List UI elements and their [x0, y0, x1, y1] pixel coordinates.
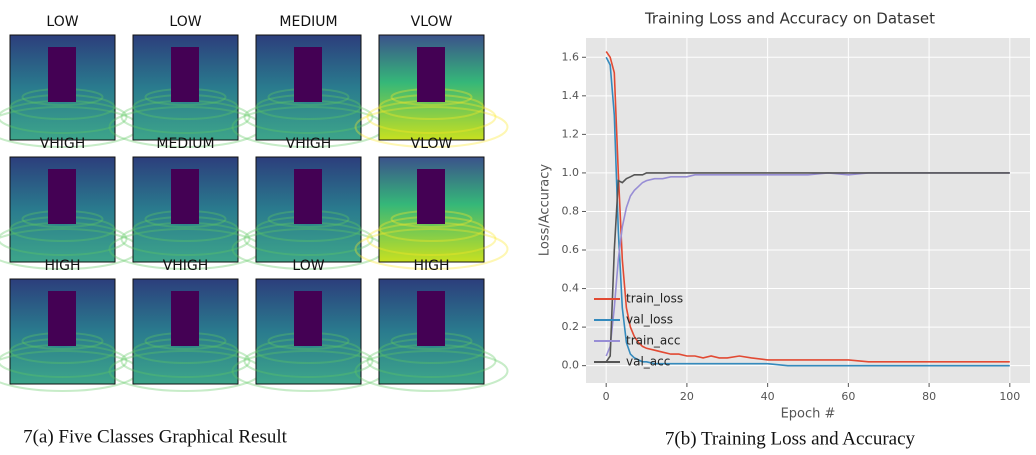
tile-ring [354, 228, 509, 270]
tile-kaaba [417, 169, 445, 224]
legend-label: val_loss [626, 313, 673, 327]
tile-label: VHIGH [40, 136, 86, 152]
tile-ring [354, 106, 509, 148]
series-line [605, 56, 1010, 367]
tile-label: VLOW [411, 14, 453, 30]
tile-label: MEDIUM [279, 14, 337, 30]
y-tick-label: 1.4 [562, 89, 580, 102]
tile-kaaba [417, 291, 445, 346]
caption-a: 7(a) Five Classes Graphical Result [23, 426, 288, 447]
x-tick-label: 40 [761, 390, 775, 403]
image-tile [0, 156, 140, 270]
tile-kaaba [171, 169, 199, 224]
tile-label: HIGH [413, 258, 449, 274]
series-line [605, 172, 1010, 363]
x-tick-label: 60 [841, 390, 855, 403]
chart-title: Training Loss and Accuracy on Dataset [644, 10, 935, 28]
legend-label: val_acc [626, 355, 670, 369]
caption-b: 7(b) Training Loss and Accuracy [665, 428, 916, 449]
tile-kaaba [48, 169, 76, 224]
tile-kaaba [294, 169, 322, 224]
image-tile [231, 34, 386, 148]
y-axis-label: Loss/Accuracy [538, 164, 553, 257]
image-tile [0, 278, 140, 392]
image-tile [231, 278, 386, 392]
tile-kaaba [294, 291, 322, 346]
y-tick-label: 1.0 [562, 166, 580, 179]
tile-label: VHIGH [286, 136, 332, 152]
tile-kaaba [171, 291, 199, 346]
y-tick-label: 1.6 [562, 50, 580, 63]
x-tick-label: 80 [922, 390, 936, 403]
image-tile [354, 34, 509, 148]
tile-ring [354, 350, 509, 392]
y-tick-label: 0.2 [562, 320, 580, 333]
image-tile [354, 278, 509, 392]
image-tile [0, 34, 140, 148]
tile-label: MEDIUM [156, 136, 214, 152]
tile-label: VLOW [411, 136, 453, 152]
image-tile [108, 278, 263, 392]
y-tick-label: 0.6 [562, 243, 580, 256]
y-tick-label: 1.2 [562, 127, 580, 140]
image-tile [108, 156, 263, 270]
tile-kaaba [48, 47, 76, 102]
tile-label: VHIGH [163, 258, 209, 274]
y-tick-label: 0.0 [562, 359, 580, 372]
legend-label: train_acc [626, 334, 680, 348]
x-tick-label: 0 [603, 390, 610, 403]
tile-kaaba [417, 47, 445, 102]
tile-kaaba [294, 47, 322, 102]
tile-kaaba [48, 291, 76, 346]
x-tick-label: 100 [999, 390, 1020, 403]
image-tile [231, 156, 386, 270]
image-tile [108, 34, 263, 148]
plot-bg [586, 38, 1030, 383]
legend-label: train_loss [626, 292, 683, 306]
tile-label: LOW [46, 14, 78, 30]
y-tick-label: 0.4 [562, 282, 580, 295]
tile-label: LOW [292, 258, 324, 274]
x-axis-label: Epoch # [781, 407, 836, 422]
y-tick-label: 0.8 [562, 204, 580, 217]
tile-kaaba [171, 47, 199, 102]
image-tile [354, 156, 509, 270]
series-line [605, 51, 1010, 363]
tile-label: HIGH [44, 258, 80, 274]
tile-label: LOW [169, 14, 201, 30]
x-tick-label: 20 [680, 390, 694, 403]
